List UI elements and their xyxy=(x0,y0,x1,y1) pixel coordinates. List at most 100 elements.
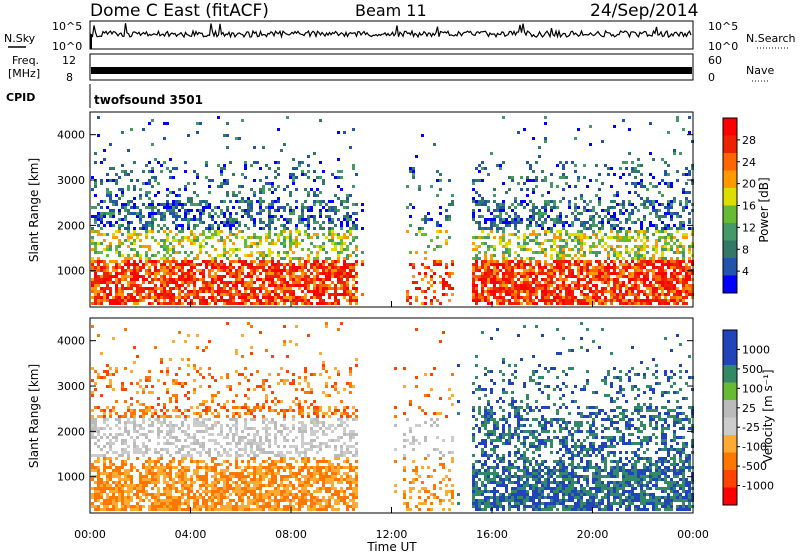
echo-cell xyxy=(655,215,658,218)
echo-cell xyxy=(172,239,175,242)
echo-cell xyxy=(601,227,604,230)
echo-cell xyxy=(262,284,265,287)
echo-cell xyxy=(133,409,136,412)
echo-cell xyxy=(271,221,274,224)
echo-cell xyxy=(118,415,121,418)
echo-cell xyxy=(208,340,211,343)
echo-cell xyxy=(439,173,442,176)
echo-cell xyxy=(304,233,307,236)
echo-cell xyxy=(175,397,178,400)
echo-cell xyxy=(151,412,154,415)
echo-cell xyxy=(118,218,121,221)
echo-cell xyxy=(484,167,487,170)
echo-cell xyxy=(664,263,667,266)
echo-cell xyxy=(481,284,484,287)
echo-cell xyxy=(658,284,661,287)
echo-cell xyxy=(262,269,265,272)
echo-cell xyxy=(271,272,274,275)
echo-cell xyxy=(307,155,310,158)
echo-cell xyxy=(361,251,364,254)
echo-cell xyxy=(331,218,334,221)
echo-cell xyxy=(553,275,556,278)
echo-cell xyxy=(202,409,205,412)
echo-cell xyxy=(445,218,448,221)
echo-cell xyxy=(223,239,226,242)
echo-cell xyxy=(685,203,688,206)
echo-cell xyxy=(220,299,223,302)
echo-cell xyxy=(577,269,580,272)
echo-cell xyxy=(682,209,685,212)
echo-cell xyxy=(175,278,178,281)
echo-cell xyxy=(196,290,199,293)
echo-cell xyxy=(667,278,670,281)
echo-cell xyxy=(604,287,607,290)
echo-cell xyxy=(205,284,208,287)
echo-cell xyxy=(181,484,184,487)
echo-cell xyxy=(307,302,310,305)
echo-cell xyxy=(94,388,97,391)
echo-cell xyxy=(664,257,667,260)
echo-cell xyxy=(178,239,181,242)
echo-cell xyxy=(631,260,634,263)
echo-cell xyxy=(190,460,193,463)
echo-cell xyxy=(253,218,256,221)
echo-cell xyxy=(562,254,565,257)
echo-cell xyxy=(682,287,685,290)
echo-cell xyxy=(196,176,199,179)
echo-cell xyxy=(313,278,316,281)
echo-cell xyxy=(205,478,208,481)
echo-cell xyxy=(325,269,328,272)
echo-cell xyxy=(268,275,271,278)
echo-cell xyxy=(259,191,262,194)
echo-cell xyxy=(124,209,127,212)
echo-cell xyxy=(148,466,151,469)
echo-cell xyxy=(268,221,271,224)
echo-cell xyxy=(505,224,508,227)
echo-cell xyxy=(94,182,97,185)
echo-cell xyxy=(292,251,295,254)
echo-cell xyxy=(208,454,211,457)
echo-cell xyxy=(472,248,475,251)
echo-cell xyxy=(529,302,532,305)
echo-cell xyxy=(91,290,94,293)
echo-cell xyxy=(205,475,208,478)
echo-cell xyxy=(568,206,571,209)
echo-cell xyxy=(352,299,355,302)
echo-cell xyxy=(223,299,226,302)
echo-cell xyxy=(490,254,493,257)
echo-cell xyxy=(592,233,595,236)
echo-cell xyxy=(169,248,172,251)
echo-cell xyxy=(643,215,646,218)
echo-cell xyxy=(634,281,637,284)
echo-cell xyxy=(148,260,151,263)
echo-cell xyxy=(652,224,655,227)
echo-cell xyxy=(193,418,196,421)
echo-cell xyxy=(592,221,595,224)
echo-cell xyxy=(283,293,286,296)
echo-cell xyxy=(349,275,352,278)
echo-cell xyxy=(127,505,130,508)
echo-cell xyxy=(190,200,193,203)
echo-cell xyxy=(94,481,97,484)
echo-cell xyxy=(217,233,220,236)
echo-cell xyxy=(94,284,97,287)
echo-cell xyxy=(550,218,553,221)
echo-cell xyxy=(145,409,148,412)
echo-cell xyxy=(226,269,229,272)
echo-cell xyxy=(607,272,610,275)
echo-cell xyxy=(169,400,172,403)
echo-cell xyxy=(352,293,355,296)
echo-cell xyxy=(136,287,139,290)
echo-cell xyxy=(676,248,679,251)
echo-cell xyxy=(424,290,427,293)
echo-cell xyxy=(604,299,607,302)
echo-cell xyxy=(580,293,583,296)
echo-cell xyxy=(151,209,154,212)
echo-cell xyxy=(163,293,166,296)
echo-cell xyxy=(217,230,220,233)
echo-cell xyxy=(148,182,151,185)
echo-cell xyxy=(619,263,622,266)
echo-cell xyxy=(94,293,97,296)
echo-cell xyxy=(511,293,514,296)
echo-cell xyxy=(346,212,349,215)
